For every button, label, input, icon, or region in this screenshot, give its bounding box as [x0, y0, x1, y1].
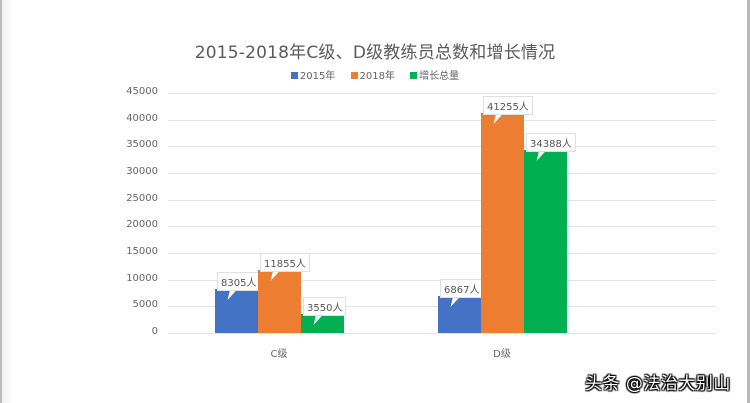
- gridline: [168, 253, 716, 254]
- x-tick-d: D级: [493, 349, 511, 360]
- data-label: 6867人: [440, 279, 484, 299]
- gridline: [168, 146, 716, 148]
- gridline: [168, 199, 716, 201]
- bar: [301, 314, 344, 333]
- bar: [524, 149, 567, 333]
- y-tick-label: 45000: [126, 86, 158, 97]
- legend-item-2015: 2015年: [290, 67, 336, 82]
- data-label: 11855人: [260, 252, 310, 272]
- gridline: [168, 226, 716, 228]
- legend-label: 增长总量: [419, 71, 460, 82]
- bar: [215, 288, 258, 333]
- data-label: 3550人: [303, 297, 347, 317]
- y-tick-label: 35000: [126, 139, 158, 151]
- legend-swatch-icon: [350, 72, 358, 79]
- bar: [481, 112, 524, 333]
- y-tick-label: 30000: [126, 166, 158, 177]
- frame-border-right: [747, 0, 750, 403]
- y-tick-label: 40000: [126, 112, 158, 124]
- gridline: [168, 173, 716, 174]
- gridline: [168, 93, 716, 94]
- chart-title: 2015-2018年C级、D级教练员总数和增长情况: [194, 43, 556, 63]
- legend-label: 2018年: [359, 71, 395, 82]
- chart-legend: 2015年 2018年 增长总量: [0, 67, 750, 82]
- y-tick-label: 5000: [132, 299, 158, 311]
- bar: [438, 296, 481, 333]
- gridline: [168, 119, 716, 121]
- gridline: [168, 333, 716, 334]
- bar: [258, 269, 301, 333]
- x-tick-c: C级: [270, 349, 288, 360]
- frame-shadow-left: [2, 0, 14, 403]
- frame-border-left: [0, 0, 2, 403]
- legend-item-growth: 增长总量: [410, 67, 459, 82]
- legend-swatch-icon: [290, 72, 298, 79]
- watermark: 头条 @法治大别山: [585, 374, 731, 394]
- y-tick-label: 10000: [126, 272, 158, 284]
- legend-label: 2015年: [299, 71, 336, 82]
- y-tick-label: 20000: [126, 219, 158, 231]
- data-label: 8305人: [217, 271, 261, 291]
- data-label: 41255人: [483, 95, 533, 115]
- data-label: 34388人: [526, 132, 576, 152]
- y-tick-label: 25000: [126, 192, 158, 204]
- y-tick-label: 15000: [126, 246, 158, 257]
- legend-swatch-icon: [410, 72, 418, 79]
- y-tick-label: 0: [151, 326, 158, 337]
- legend-item-2018: 2018年: [350, 67, 395, 82]
